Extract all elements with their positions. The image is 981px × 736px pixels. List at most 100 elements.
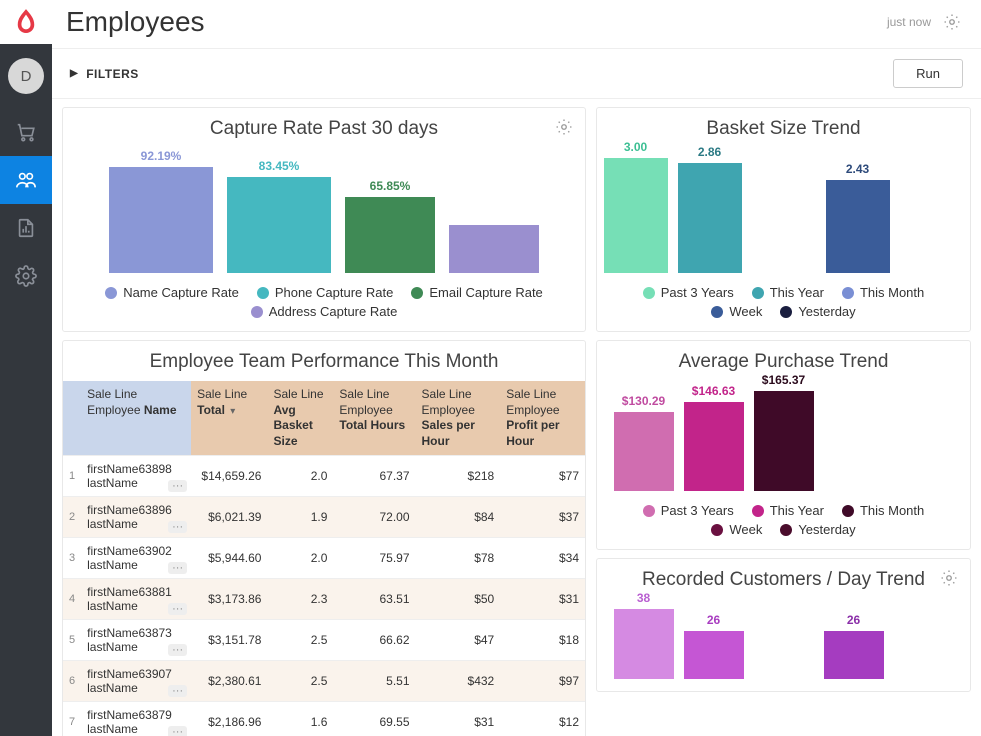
table-header[interactable]: Sale Line Employee Profit per Hour: [500, 381, 585, 456]
row-more-icon[interactable]: ···: [168, 562, 187, 574]
cell-abs: 2.0: [267, 538, 333, 579]
chart-bar[interactable]: [824, 473, 884, 491]
chart-bar[interactable]: 38: [614, 591, 674, 679]
filters-toggle[interactable]: ▶ FILTERS: [70, 67, 139, 81]
brand-logo[interactable]: [0, 0, 52, 44]
cell-abs: 1.6: [267, 702, 333, 736]
chart-bar[interactable]: [449, 207, 539, 273]
chart-bar[interactable]: [894, 473, 954, 491]
chart-bar[interactable]: 83.45%: [227, 159, 331, 273]
bar-rect: [604, 158, 668, 273]
employee-name-cell: firstName63898lastName···: [81, 456, 191, 497]
table-row: 5firstName63873lastName···$3,151.782.566…: [63, 620, 585, 661]
chart-bar[interactable]: 2.86: [678, 145, 742, 273]
employee-name-cell: firstName63902lastName···: [81, 538, 191, 579]
legend-swatch: [752, 287, 764, 299]
bar-value-label: $165.37: [762, 373, 805, 387]
chart-bar[interactable]: 65.85%: [345, 179, 435, 273]
table-header[interactable]: Sale Line Avg Basket Size: [267, 381, 333, 456]
table-header[interactable]: Sale Line Employee Sales per Hour: [416, 381, 501, 456]
cell-abs: 2.5: [267, 661, 333, 702]
user-avatar[interactable]: D: [8, 58, 44, 94]
legend-item[interactable]: This Month: [842, 503, 924, 518]
card-avg-purchase: Average Purchase Trend $130.29$146.63$16…: [596, 340, 971, 550]
chart-bar[interactable]: 26: [824, 613, 884, 679]
row-number: 4: [63, 579, 81, 620]
legend-item[interactable]: Email Capture Rate: [411, 285, 542, 300]
cell-pph: $18: [500, 620, 585, 661]
chart-bar[interactable]: $130.29: [614, 394, 674, 491]
legend-item[interactable]: This Month: [842, 285, 924, 300]
chart-bar[interactable]: $165.37: [754, 373, 814, 491]
page-title: Employees: [66, 6, 205, 38]
cell-sph: $78: [416, 538, 501, 579]
nav-cart-icon[interactable]: [0, 108, 52, 156]
row-more-icon[interactable]: ···: [168, 644, 187, 656]
nav-settings-icon[interactable]: [0, 252, 52, 300]
employee-name-cell: firstName63907lastName···: [81, 661, 191, 702]
chart-bar[interactable]: [894, 661, 954, 679]
cell-hours: 69.55: [333, 702, 415, 736]
chart-bar[interactable]: [900, 255, 964, 273]
cell-total: $14,659.26: [191, 456, 267, 497]
table-header[interactable]: Sale Line Total ▾: [191, 381, 267, 456]
basket-legend: Past 3 Years This Year This Month Week Yeste…: [611, 285, 956, 319]
bar-value-label: [492, 207, 495, 221]
legend-item[interactable]: Week: [711, 522, 762, 537]
row-more-icon[interactable]: ···: [168, 685, 187, 697]
chart-bar[interactable]: 26: [684, 613, 744, 679]
legend-item[interactable]: Phone Capture Rate: [257, 285, 394, 300]
card-title: Capture Rate Past 30 days: [77, 118, 571, 140]
chart-bar[interactable]: [754, 661, 814, 679]
card-performance: Employee Team Performance This Month Sal…: [62, 340, 586, 736]
bar-value-label: [782, 661, 785, 675]
legend-item[interactable]: Past 3 Years: [643, 285, 734, 300]
chart-bar[interactable]: 92.19%: [109, 149, 213, 273]
legend-label: This Month: [860, 285, 924, 300]
row-more-icon[interactable]: ···: [168, 521, 187, 533]
bar-rect: [824, 631, 884, 679]
employee-name-cell: firstName63879lastName···: [81, 702, 191, 736]
row-more-icon[interactable]: ···: [168, 726, 187, 736]
avgp-legend: Past 3 Years This Year This Month Week Yeste…: [611, 503, 956, 537]
cell-hours: 5.51: [333, 661, 415, 702]
table-row: 7firstName63879lastName···$2,186.961.669…: [63, 702, 585, 736]
legend-item[interactable]: Yesterday: [780, 304, 855, 319]
row-more-icon[interactable]: ···: [168, 603, 187, 615]
bar-value-label: 2.86: [698, 145, 721, 159]
legend-item[interactable]: Week: [711, 304, 762, 319]
last-updated: just now: [887, 15, 931, 29]
table-header[interactable]: Sale Line Employee Name: [81, 381, 191, 456]
caret-right-icon: ▶: [70, 68, 78, 79]
legend-item[interactable]: Address Capture Rate: [251, 304, 398, 319]
card-title: Recorded Customers / Day Trend: [611, 569, 956, 591]
legend-item[interactable]: Past 3 Years: [643, 503, 734, 518]
header-settings-icon[interactable]: [943, 13, 961, 31]
card-recorded-customers: Recorded Customers / Day Trend 3826 26: [596, 558, 971, 692]
bar-rect: [345, 197, 435, 273]
nav-report-icon[interactable]: [0, 204, 52, 252]
table-row: 1firstName63898lastName···$14,659.262.06…: [63, 456, 585, 497]
row-number: 6: [63, 661, 81, 702]
bar-rect: [614, 412, 674, 491]
chart-bar[interactable]: 3.00: [604, 140, 668, 273]
row-more-icon[interactable]: ···: [168, 480, 187, 492]
chart-bar[interactable]: 2.43: [826, 162, 890, 273]
legend-item[interactable]: This Year: [752, 503, 824, 518]
bar-rect: [227, 177, 331, 273]
cell-pph: $34: [500, 538, 585, 579]
cell-total: $6,021.39: [191, 497, 267, 538]
chart-bar[interactable]: [752, 255, 816, 273]
cell-abs: 1.9: [267, 497, 333, 538]
nav-employees-icon[interactable]: [0, 156, 52, 204]
rcd-chart: 3826 26: [611, 599, 956, 679]
run-button[interactable]: Run: [893, 59, 963, 88]
table-header[interactable]: Sale Line Employee Total Hours: [333, 381, 415, 456]
legend-item[interactable]: This Year: [752, 285, 824, 300]
legend-item[interactable]: Yesterday: [780, 522, 855, 537]
card-settings-icon[interactable]: [940, 569, 958, 587]
card-settings-icon[interactable]: [555, 118, 573, 136]
legend-item[interactable]: Name Capture Rate: [105, 285, 239, 300]
table-row: 6firstName63907lastName···$2,380.612.55.…: [63, 661, 585, 702]
chart-bar[interactable]: $146.63: [684, 384, 744, 491]
